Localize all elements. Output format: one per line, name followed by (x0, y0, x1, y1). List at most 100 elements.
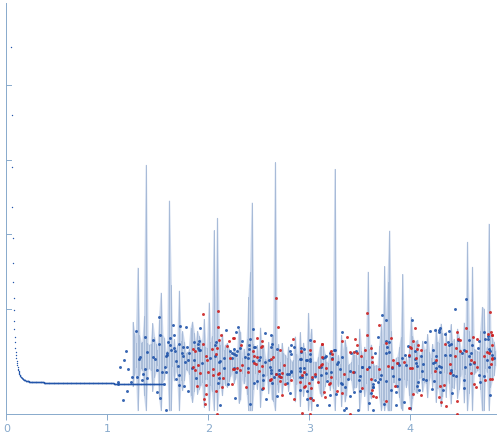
Point (163, 352, 171, 359)
Point (60, 379, 68, 386)
Point (309, 397, 317, 404)
Point (250, 380, 257, 387)
Point (253, 377, 261, 384)
Point (107, 380, 115, 387)
Point (306, 336, 314, 343)
Point (63, 379, 71, 386)
Point (228, 350, 236, 357)
Point (10, 307, 18, 314)
Point (155, 340, 163, 347)
Point (119, 380, 127, 387)
Point (356, 373, 364, 380)
Point (392, 402, 400, 409)
Point (164, 339, 172, 346)
Point (27, 378, 35, 385)
Point (436, 382, 444, 389)
Point (29, 378, 37, 385)
Point (53, 379, 61, 386)
Point (14, 368, 22, 375)
Point (338, 338, 346, 345)
Point (382, 338, 390, 345)
Point (442, 402, 450, 409)
Point (131, 380, 139, 387)
Point (52, 379, 60, 386)
Point (106, 380, 114, 387)
Point (97, 380, 105, 387)
Point (18, 375, 26, 382)
Point (154, 380, 162, 387)
Point (84, 380, 92, 387)
Point (286, 350, 294, 357)
Point (29, 378, 37, 385)
Point (10, 317, 18, 324)
Point (347, 349, 355, 356)
Point (78, 380, 86, 387)
Point (215, 308, 223, 315)
Point (229, 334, 237, 341)
Point (155, 380, 163, 387)
Point (389, 357, 397, 364)
Point (369, 384, 377, 391)
Point (337, 379, 345, 386)
Point (151, 380, 159, 387)
Point (199, 311, 207, 318)
Point (184, 357, 192, 364)
Point (380, 400, 388, 407)
Point (117, 380, 125, 387)
Point (253, 335, 261, 342)
Point (400, 359, 408, 366)
Point (86, 380, 94, 387)
Point (327, 348, 335, 355)
Point (66, 379, 74, 386)
Point (149, 336, 157, 343)
Point (33, 379, 41, 386)
Point (402, 362, 410, 369)
Point (256, 354, 264, 361)
Point (307, 395, 315, 402)
Point (132, 380, 140, 387)
Point (49, 379, 57, 386)
Point (350, 388, 358, 395)
Point (230, 335, 238, 342)
Point (195, 337, 203, 344)
Point (12, 352, 20, 359)
Point (109, 380, 117, 387)
Point (12, 355, 20, 362)
Point (147, 380, 155, 387)
Point (142, 380, 150, 387)
Point (69, 379, 77, 386)
Point (34, 379, 42, 386)
Point (412, 354, 420, 361)
Point (290, 344, 298, 351)
Point (30, 378, 38, 385)
Point (72, 380, 80, 387)
Point (128, 380, 136, 387)
Point (139, 380, 147, 387)
Point (233, 364, 241, 371)
Point (52, 379, 60, 386)
Point (126, 380, 134, 387)
Point (257, 343, 265, 350)
Point (417, 392, 425, 399)
Point (50, 379, 58, 386)
Point (155, 380, 163, 387)
Point (344, 375, 352, 382)
Point (115, 380, 123, 387)
Point (392, 389, 400, 396)
Point (277, 374, 285, 381)
Point (215, 370, 223, 377)
Point (103, 380, 111, 387)
Point (454, 336, 462, 343)
Point (330, 347, 338, 354)
Point (151, 380, 159, 387)
Point (36, 379, 44, 386)
Point (19, 376, 27, 383)
Point (275, 370, 283, 377)
Point (300, 384, 308, 391)
Point (268, 341, 276, 348)
Point (104, 380, 112, 387)
Point (387, 386, 395, 393)
Point (73, 380, 81, 387)
Point (41, 379, 49, 386)
Point (116, 380, 124, 387)
